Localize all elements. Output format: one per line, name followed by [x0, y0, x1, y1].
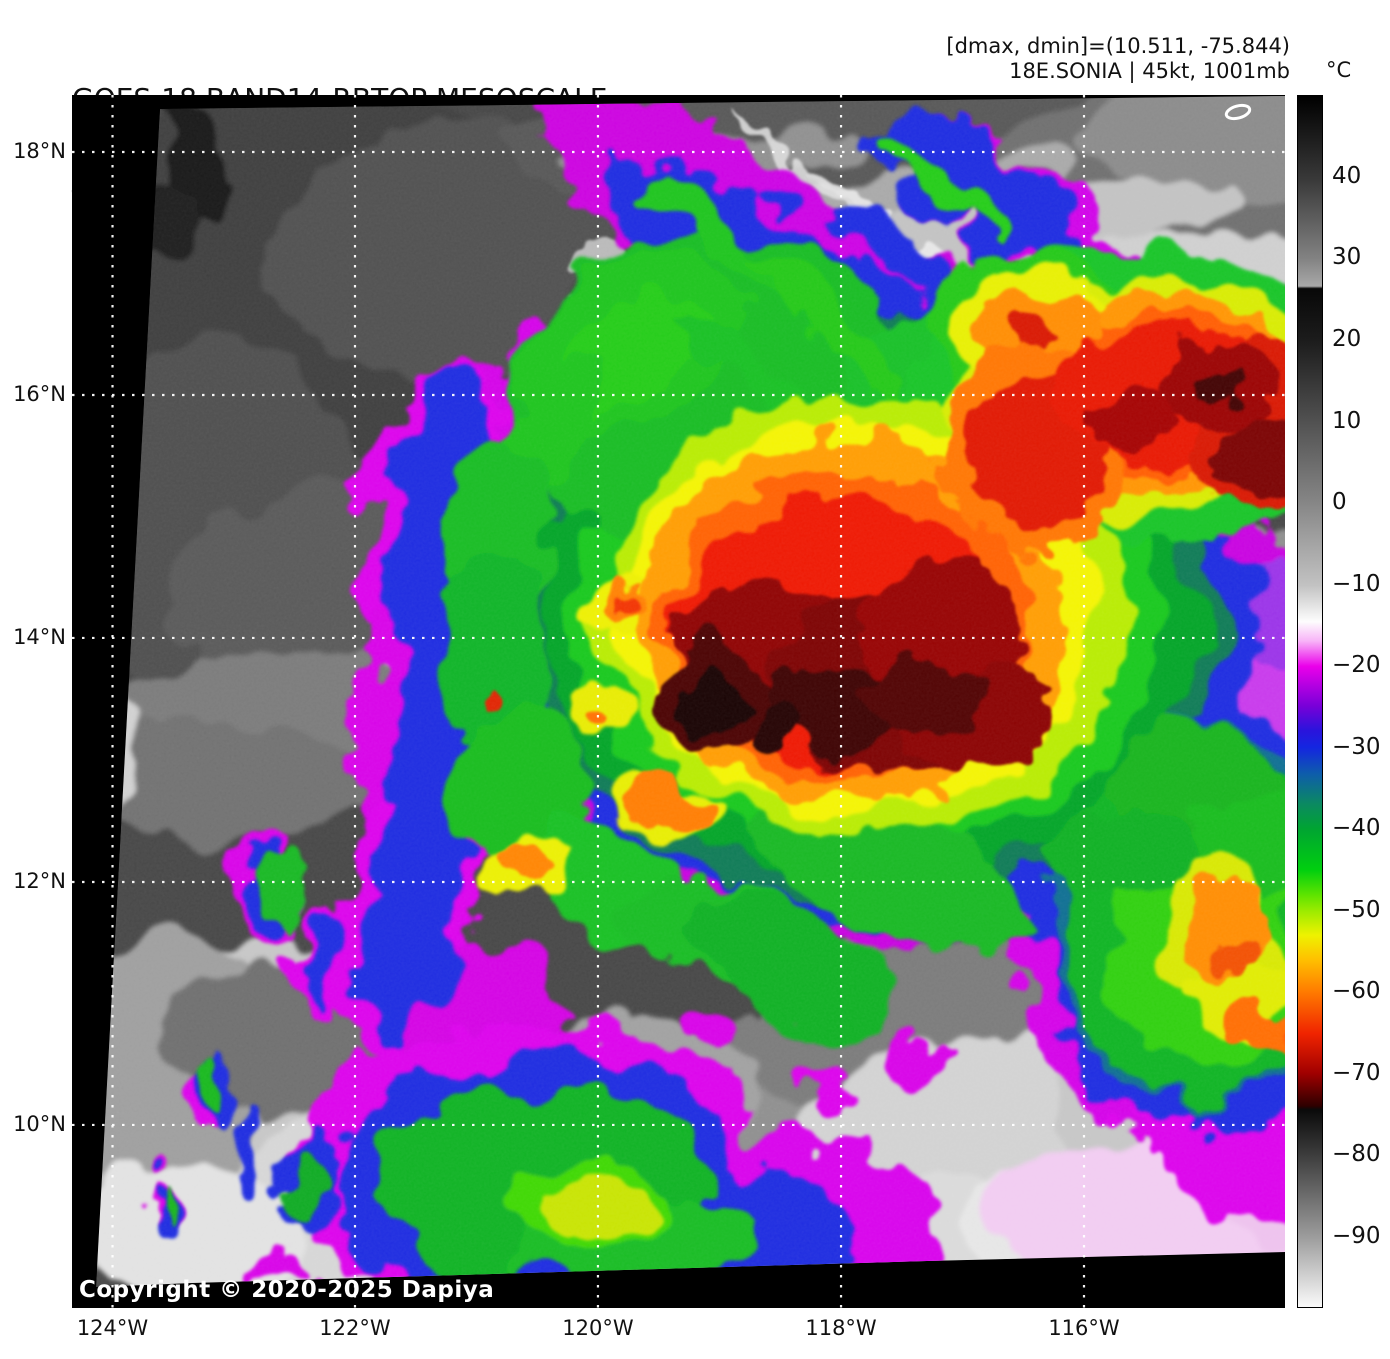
lat-tick-label: 16°N: [13, 381, 66, 406]
lon-tick-label: 120°W: [562, 1316, 634, 1340]
colorbar-tick-label: −10: [1332, 571, 1381, 598]
figure-info-block: [dmax, dmin]=(10.511, -75.844) 18E.SONIA…: [690, 34, 1290, 84]
cloud-ring-marker: [1224, 103, 1252, 121]
storm-info: 18E.SONIA | 45kt, 1001mb: [1009, 59, 1290, 83]
colorbar-tick-label: −60: [1332, 978, 1381, 1004]
colorbar-tick-label: 40: [1332, 162, 1362, 189]
lat-tick-label: 12°N: [13, 868, 66, 893]
colorbar-tick-label: −40: [1332, 815, 1381, 842]
colorbar-tick-label: −20: [1332, 652, 1381, 679]
latlon-gridlines: [72, 95, 1285, 1308]
lat-tick-label: 14°N: [13, 624, 66, 649]
lon-tick-label: 122°W: [319, 1316, 391, 1340]
colorbar-tick-label: 30: [1332, 244, 1362, 271]
lon-tick-label: 118°W: [805, 1316, 877, 1340]
colorbar-tick-label: −90: [1332, 1223, 1381, 1250]
satellite-scene: [72, 95, 1285, 1308]
colorbar-tick-label: 0: [1332, 489, 1347, 516]
colorbar-tick-label: 20: [1332, 326, 1362, 353]
lat-tick-label: 18°N: [13, 139, 66, 163]
copyright-label: Copyright © 2020-2025 Dapiya: [79, 1277, 495, 1303]
lon-tick-label: 124°W: [76, 1316, 149, 1340]
satellite-map: Copyright © 2020-2025 Dapiya: [72, 95, 1285, 1308]
colorbar-tick-label: 10: [1332, 408, 1362, 435]
temperature-colorbar: [1297, 95, 1323, 1308]
colorbar-tick-label: −70: [1332, 1060, 1381, 1086]
colorbar-unit: °C: [1326, 58, 1352, 82]
colorbar-tick-label: −50: [1332, 897, 1381, 924]
colorbar-tick-label: −30: [1332, 734, 1381, 761]
lon-tick-label: 116°W: [1048, 1316, 1120, 1340]
lat-tick-label: 10°N: [13, 1111, 66, 1136]
range-info: [dmax, dmin]=(10.511, -75.844): [946, 34, 1290, 58]
colorbar-tick-label: −80: [1332, 1141, 1381, 1168]
noise-overlay: [96, 96, 1285, 1287]
